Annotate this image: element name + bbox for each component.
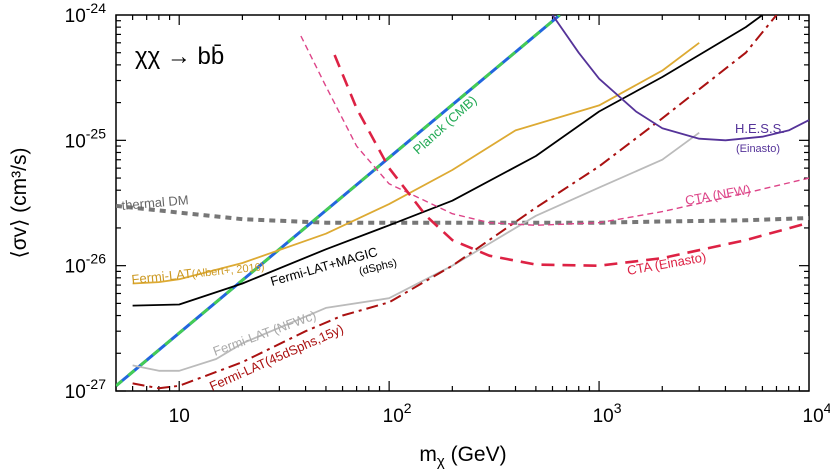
x-axis-title: mχ (GeV)	[419, 443, 506, 470]
label-fermi-albert-suffix: (Albert+, 2016)	[191, 261, 265, 281]
x-tick-label: 104	[803, 400, 830, 427]
series-planck-dash	[116, 15, 561, 387]
y-tick-exp: -27	[86, 376, 106, 392]
series-hess-line	[551, 15, 809, 142]
y-tick-exp: -25	[86, 125, 106, 141]
x-axis-title-sub: χ	[437, 453, 445, 470]
y-tick-label: 10-26	[65, 251, 107, 278]
x-axis-title-unit: (GeV)	[445, 443, 507, 466]
label-fermi-45d-main: Fermi-LAT	[207, 355, 268, 393]
x-tick-label: 10	[169, 406, 190, 427]
label-planck: Planck (CMB)	[410, 92, 480, 157]
series-thermal-line	[116, 203, 809, 225]
x-tick-label: 103	[593, 400, 622, 427]
plot-frame	[115, 14, 810, 392]
y-tick-base: 10	[65, 6, 86, 27]
label-hess: H.E.S.S.	[735, 121, 785, 136]
series-fermi_nfwc-line	[132, 131, 700, 372]
y-axis-title: ⟨σv⟩ (cm³/s)	[8, 148, 31, 259]
label-fermi-albert-main: Fermi-LAT	[131, 266, 193, 287]
y-tick-label: 10-27	[65, 376, 107, 403]
process-label: χχ → bb̄	[135, 43, 224, 70]
y-tick-base: 10	[65, 257, 86, 278]
y-tick-label: 10-24	[65, 0, 107, 27]
x-tick-base: 10	[383, 406, 404, 427]
label-hess-suffix: (Einasto)	[736, 143, 780, 155]
x-axis-title-main: m	[419, 443, 437, 466]
label-thermal: thermal DM	[121, 192, 189, 213]
series-fermi_albert-line	[132, 42, 700, 285]
x-tick-base: 10	[593, 406, 614, 427]
series-fermi_magic-line	[132, 15, 763, 307]
y-tick-base: 10	[65, 131, 86, 152]
series-cta_nfw-line	[300, 35, 809, 227]
series-fermi_45d-line	[132, 15, 778, 390]
x-tick-exp: 3	[614, 400, 622, 416]
series-cta_einasto-line	[333, 54, 809, 268]
label-cta-nfw: CTA (NFW)	[684, 182, 752, 208]
x-tick-base: 10	[803, 406, 824, 427]
y-tick-base: 10	[65, 382, 86, 403]
x-tick-exp: 2	[404, 400, 412, 416]
x-tick-exp: 4	[824, 400, 830, 416]
label-cta-einasto: CTA (Einasto)	[626, 249, 707, 278]
y-tick-exp: -24	[86, 0, 106, 16]
x-tick-label: 102	[383, 400, 412, 427]
y-tick-label: 10-25	[65, 125, 107, 152]
y-tick-exp: -26	[86, 251, 106, 267]
chart-series	[116, 15, 809, 390]
